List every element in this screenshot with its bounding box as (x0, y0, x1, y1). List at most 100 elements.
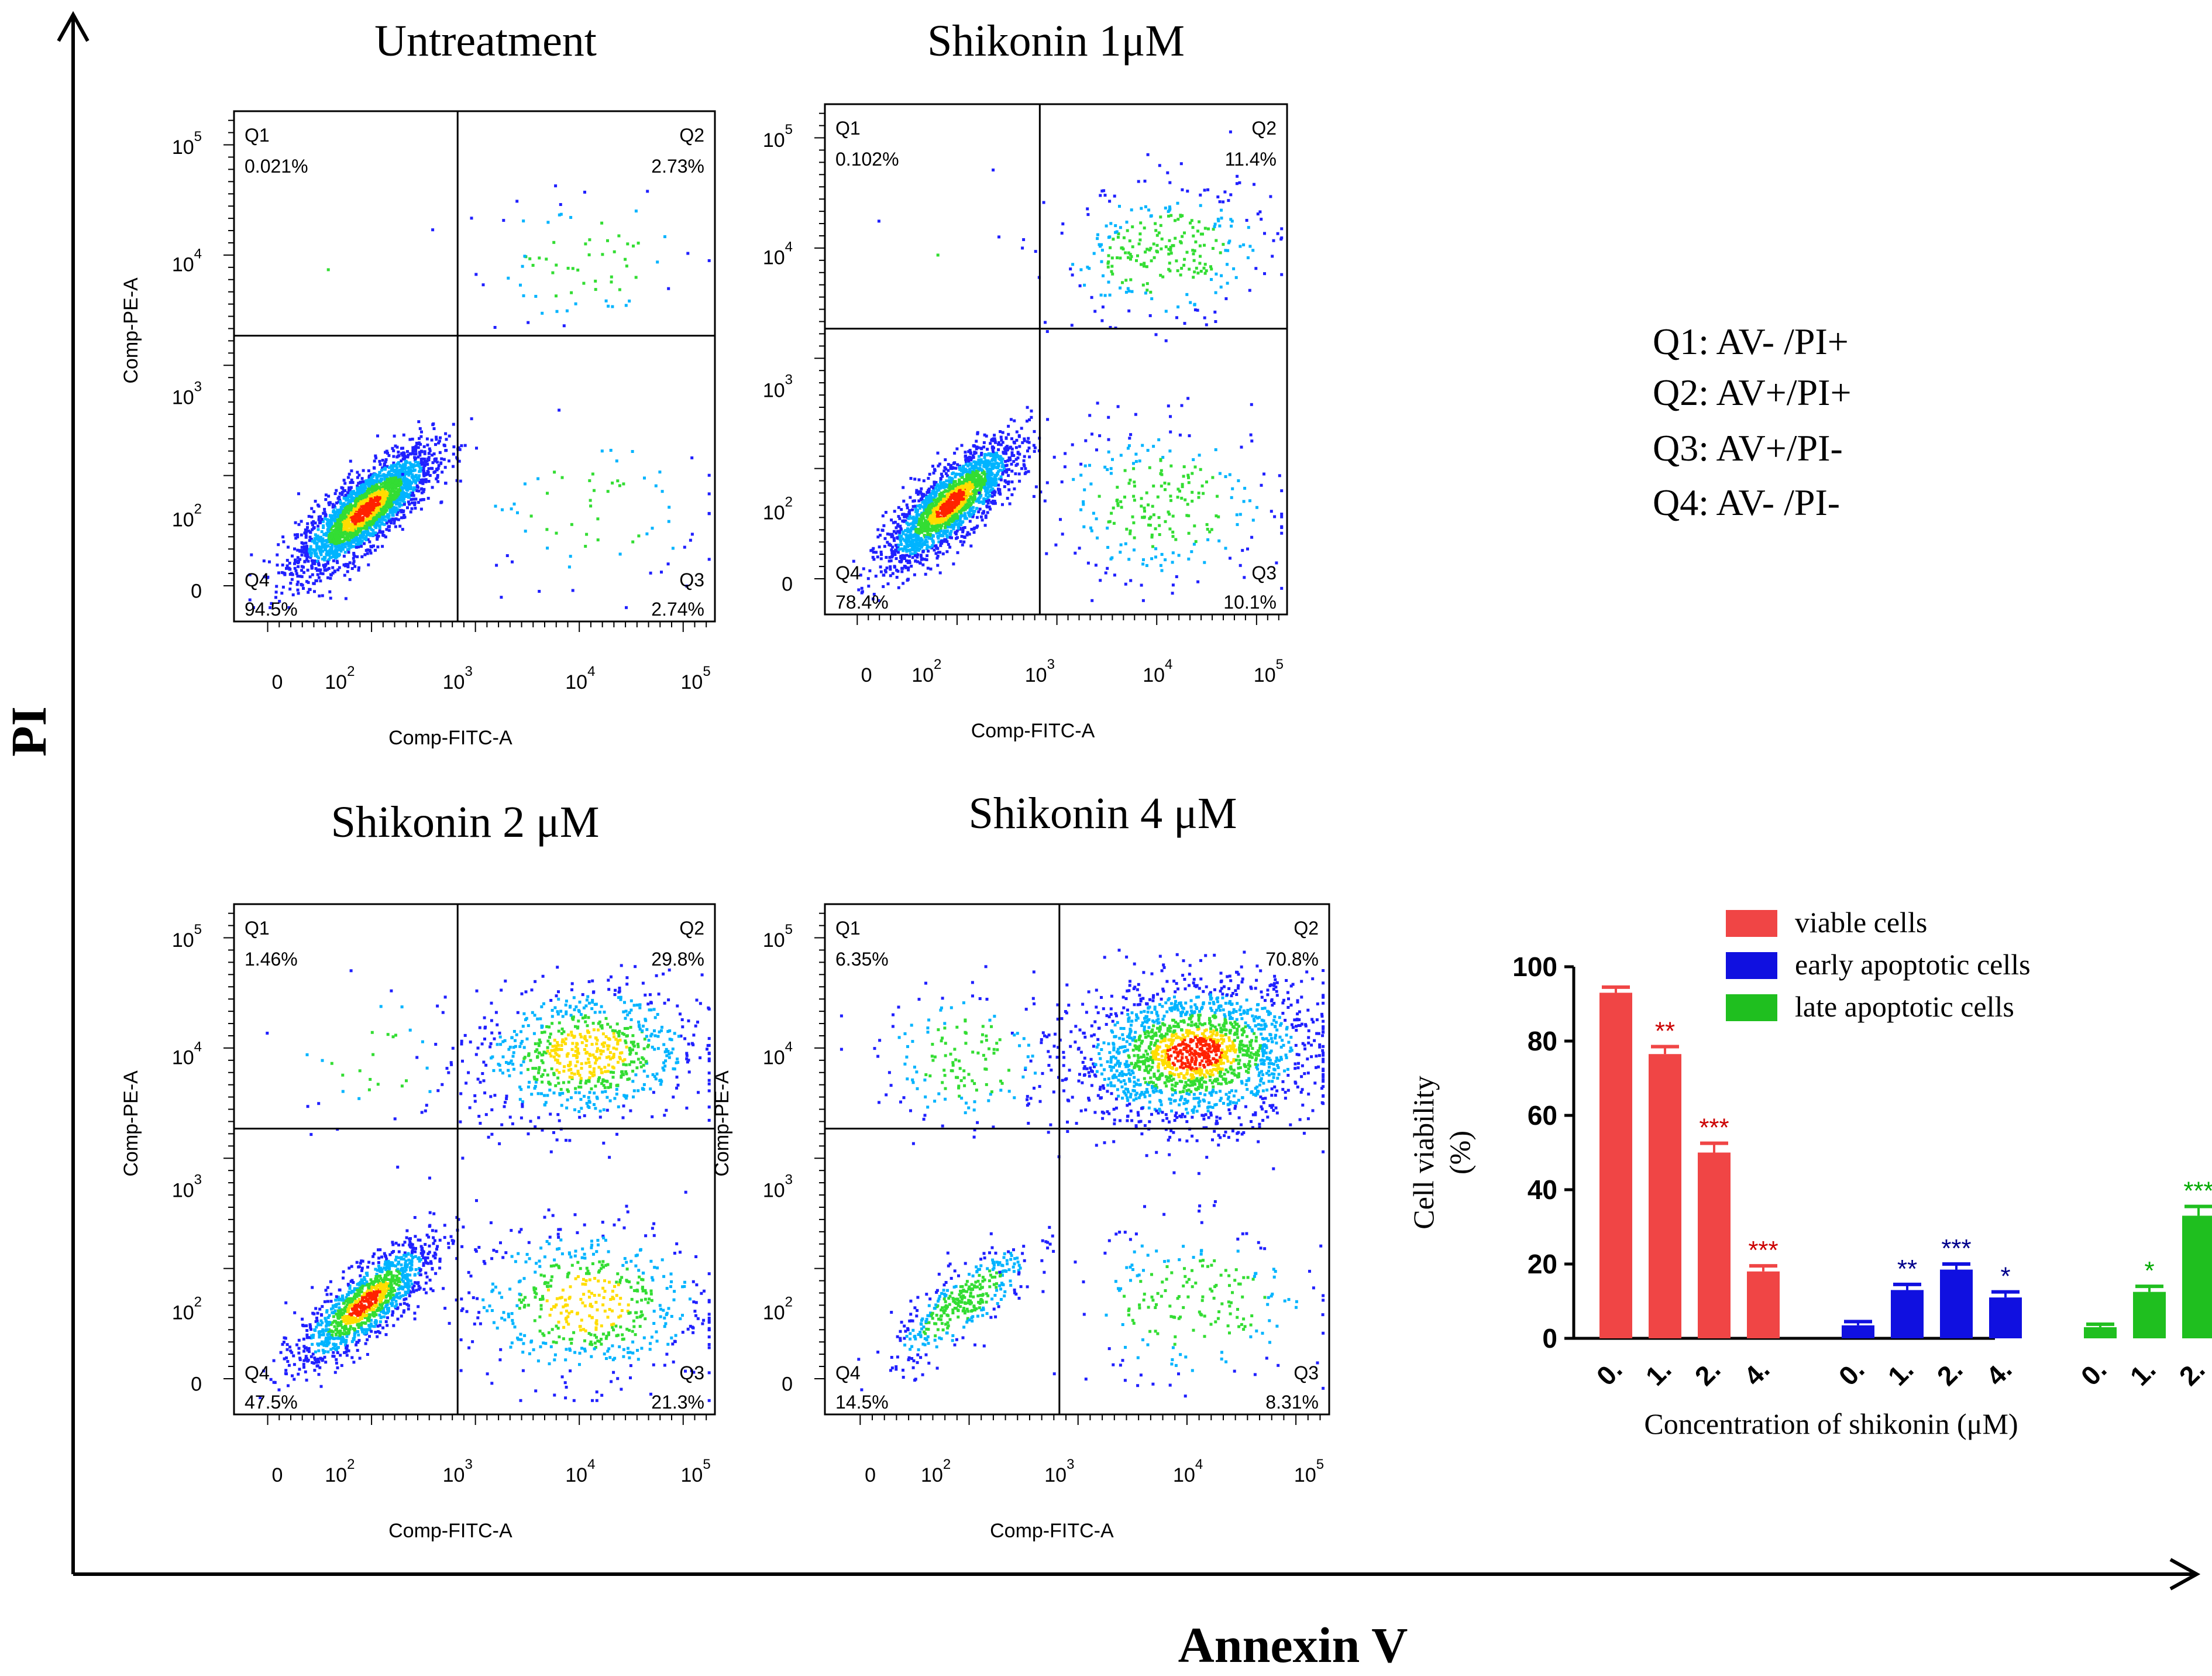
scatter-dot (909, 534, 912, 538)
scatter-dot (356, 486, 359, 490)
scatter-dot (903, 529, 907, 533)
scatter-dot (355, 545, 358, 549)
scatter-dot (1026, 406, 1029, 409)
scatter-dot (370, 478, 373, 482)
scatter-dot (958, 480, 961, 484)
scatter-dot (979, 477, 983, 480)
scatter-dot (920, 511, 924, 515)
scatter-dot (434, 459, 438, 463)
scatter-dot (890, 533, 894, 536)
scatter-dot (948, 506, 952, 509)
scatter-dot (408, 438, 412, 441)
scatter-dot (1137, 242, 1141, 246)
scatter-dot (609, 449, 613, 452)
scatter-dot (369, 534, 372, 537)
scatter-dot (404, 495, 408, 498)
scatter-dot (1167, 248, 1171, 251)
scatter-dot (1114, 224, 1117, 228)
scatter-dot (294, 569, 298, 572)
scatter-dot (942, 521, 945, 525)
scatter-dot (397, 485, 400, 488)
scatter-dot (667, 287, 670, 290)
scatter-dot (940, 508, 944, 511)
scatter-dot (920, 529, 924, 533)
scatter-dot (942, 494, 946, 498)
scatter-dot (418, 437, 421, 440)
scatter-dot (296, 548, 300, 552)
scatter-dot (935, 502, 938, 506)
scatter-dot (372, 466, 376, 469)
scatter-dot (907, 544, 910, 547)
scatter-dot (1159, 215, 1162, 219)
scatter-dot (329, 532, 333, 535)
scatter-dot (912, 527, 915, 531)
scatter-dot (342, 554, 346, 558)
scatter-dot (399, 482, 403, 485)
scatter-dot (339, 547, 342, 550)
scatter-dot (347, 544, 350, 548)
scatter-dot (536, 477, 540, 480)
scatter-dot (979, 447, 983, 450)
scatter-dot (317, 568, 321, 572)
scatter-dot (941, 534, 945, 538)
scatter-dot (298, 549, 302, 552)
scatter-dot (349, 495, 352, 499)
scatter-dot (940, 529, 942, 533)
scatter-dot (318, 540, 321, 543)
scatter-dot (565, 309, 569, 312)
scatter-dot (938, 504, 941, 508)
scatter-dot (923, 540, 927, 544)
scatter-dot (959, 473, 962, 477)
scatter-dot (1145, 248, 1149, 251)
scatter-dot (1093, 310, 1097, 313)
scatter-dot (906, 527, 909, 531)
scatter-dot (991, 458, 995, 461)
scatter-dot (929, 509, 933, 513)
scatter-dot (307, 514, 311, 518)
scatter-dot (896, 523, 900, 526)
scatter-dot (934, 552, 938, 555)
scatter-dot (918, 517, 921, 521)
scatter-dot (961, 482, 965, 485)
scatter-dot (1026, 420, 1028, 423)
scatter-dot (879, 557, 883, 561)
scatter-dot (378, 530, 381, 533)
scatter-dot (395, 464, 398, 468)
scatter-dot (957, 492, 961, 495)
scatter-dot (888, 533, 892, 536)
scatter-dot (312, 582, 316, 585)
scatter-dot (917, 531, 921, 535)
scatter-dot (300, 550, 304, 554)
scatter-dot (387, 520, 391, 523)
scatter-dot (1099, 293, 1103, 297)
scatter-dot (933, 548, 936, 552)
scatter-dot (400, 493, 403, 497)
scatter-dot (618, 288, 621, 291)
scatter-dot (297, 565, 300, 568)
scatter-dot (898, 533, 902, 537)
scatter-dot (1182, 263, 1186, 267)
scatter-dot (349, 506, 352, 509)
scatter-dot (882, 585, 885, 588)
scatter-dot (610, 275, 613, 279)
scatter-dot (414, 447, 418, 449)
y-axis-label: Comp-PE-A (120, 277, 142, 384)
scatter-dot (366, 524, 369, 528)
scatter-dot (954, 473, 958, 476)
scatter-dot (362, 469, 365, 472)
scatter-dot (925, 558, 928, 561)
scatter-dot (961, 514, 965, 517)
scatter-dot (304, 534, 308, 537)
scatter-dot (428, 474, 432, 477)
scatter-dot (378, 496, 381, 500)
scatter-dot (1120, 246, 1123, 250)
scatter-dot (939, 480, 942, 483)
scatter-dot (926, 520, 930, 524)
scatter-dot (297, 561, 300, 565)
scatter-dot (306, 522, 309, 526)
scatter-dot (945, 534, 948, 537)
scatter-dot (931, 502, 934, 506)
scatter-dot (923, 529, 926, 533)
scatter-dot (916, 511, 919, 514)
scatter-dot (1121, 281, 1124, 284)
